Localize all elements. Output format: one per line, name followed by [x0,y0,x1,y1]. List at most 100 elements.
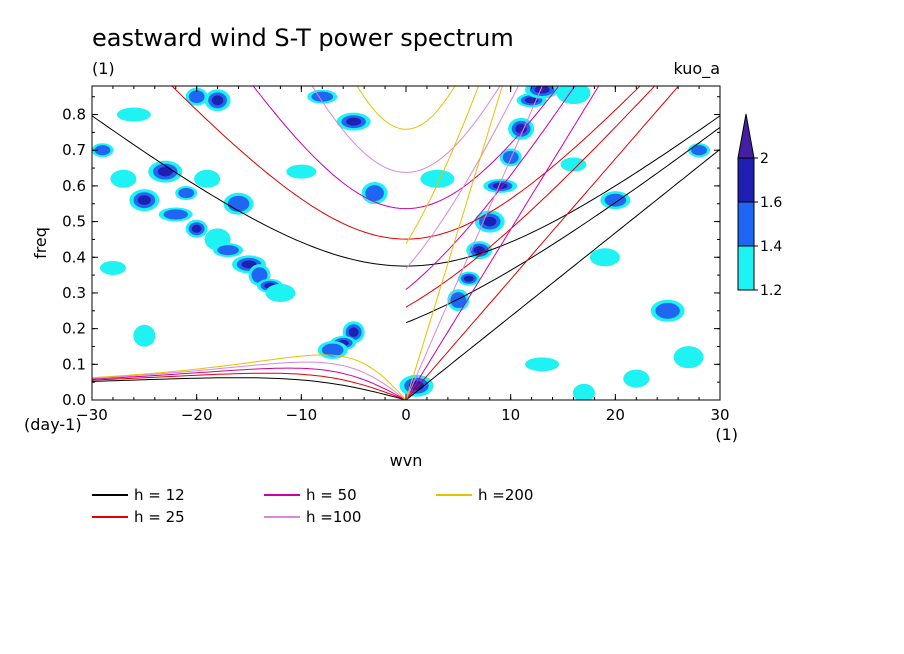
colorbar-segment [737,157,755,203]
power-blob [185,87,208,106]
power-blob [133,324,156,347]
power-blob [399,374,434,397]
power-blob [673,346,704,369]
blob-level-1.6 [348,327,359,338]
igw-curve-h100 [311,86,501,173]
y-axis: 0.0 0.1 0.2 0.3 0.4 0.5 0.6 0.7 0.8 [62,96,720,409]
power-blob [213,243,244,258]
blob-level-1.4 [217,245,239,256]
blob-level-1.4 [227,195,250,212]
x-tick-label: 10 [501,406,520,424]
power-blob [589,248,620,267]
blob-level-1.4 [251,267,268,284]
colorbar-label: 2 [760,151,769,167]
power-blob [525,86,560,99]
power-blob [483,178,518,193]
kelvin-curve-h25 [405,86,680,400]
power-blob [265,283,296,302]
legend-label: h =200 [478,486,533,504]
y-tick-label: 0.2 [62,320,86,338]
blob-level-1.6 [515,123,527,134]
blob-level-1.4 [365,185,384,201]
blob-level-1.6 [211,95,224,106]
colorbar-label: 1.4 [760,239,782,255]
y-tick-label: 0.0 [62,391,86,409]
colorbar-arrow [737,113,755,159]
chart-subtitle-left: (1) [92,59,115,78]
power-blob [194,169,221,188]
power-blob [158,207,193,222]
kelvin-curve-h12 [405,148,720,400]
blob-level-1.4 [188,90,205,104]
power-blob [336,112,371,131]
igw-curve-h12 [92,115,720,267]
blob-level-1.2 [623,369,650,388]
mrg-curve-h200 [405,86,480,245]
power-blob [204,89,231,112]
igw-curve-h200 [356,86,456,130]
blob-level-1.4 [655,302,680,319]
legend-label: h = 25 [134,508,185,526]
blob-level-1.2 [560,157,587,172]
power-blob [420,169,455,188]
rossby-curve-h12 [92,377,407,400]
power-blob [474,210,505,233]
power-blob [148,160,183,183]
power-blob [556,86,591,105]
power-blob [525,357,560,372]
y-tick-label: 0.7 [62,141,86,159]
power-blob [560,157,587,172]
blob-level-1.4 [178,188,195,199]
y-tick-label: 0.8 [62,106,86,124]
curve-legend: h = 12 h = 25 h = 50 h =100 h =200 [92,486,533,526]
x-axis: −30 −20 −10 0 10 20 30 [76,86,730,424]
power-blob [688,143,711,158]
power-blob [572,383,595,400]
x-unit-label: (1) [715,425,738,444]
blob-level-1.4 [604,193,627,207]
blob-level-1.4 [691,145,707,156]
colorbar-label: 1.2 [760,283,782,299]
chart-subtitle-right: kuo_a [673,59,720,79]
blob-level-1.4 [502,150,519,164]
power-blob [286,164,317,179]
power-blob [129,189,160,212]
power-blob [447,289,470,312]
power-blob [175,186,198,201]
y-tick-label: 0.5 [62,213,86,231]
colorbar-segment [737,245,755,291]
igw-curve-h50 [252,86,560,210]
dispersion-curves [92,86,720,400]
blob-level-1.2 [286,164,317,179]
blob-level-1.2 [556,86,591,105]
igw-curve-h25 [171,86,641,240]
power-blob [110,169,137,188]
blob-level-1.2 [572,383,595,400]
legend-item: h =100 [264,508,361,526]
blob-level-1.2 [673,346,704,369]
x-tick-label: −30 [76,406,108,424]
power-blob [499,148,522,167]
kelvin-curve-h200 [405,86,503,400]
mrg-curve-h100 [405,86,519,269]
power-blob [99,260,126,275]
y-unit-label: (day-1) [24,415,82,434]
blob-level-1.6 [157,166,173,177]
blob-level-1.2 [194,169,221,188]
blob-level-1.4 [311,91,334,102]
rossby-curve-h200 [92,354,407,400]
legend-item: h = 12 [92,486,185,504]
x-axis-label: wvn [390,451,423,470]
kelvin-curve-h50 [405,86,600,400]
blob-level-1.4 [321,343,344,357]
blob-level-1.4 [163,209,188,220]
blob-level-1.4 [94,145,111,156]
legend-label: h = 12 [134,486,185,504]
x-tick-label: 0 [401,406,411,424]
kelvin-curve-h100 [405,86,543,400]
rossby-curve-h50 [92,367,407,400]
power-blob [116,107,151,122]
power-blob [223,192,254,215]
blob-level-1.2 [420,169,455,188]
